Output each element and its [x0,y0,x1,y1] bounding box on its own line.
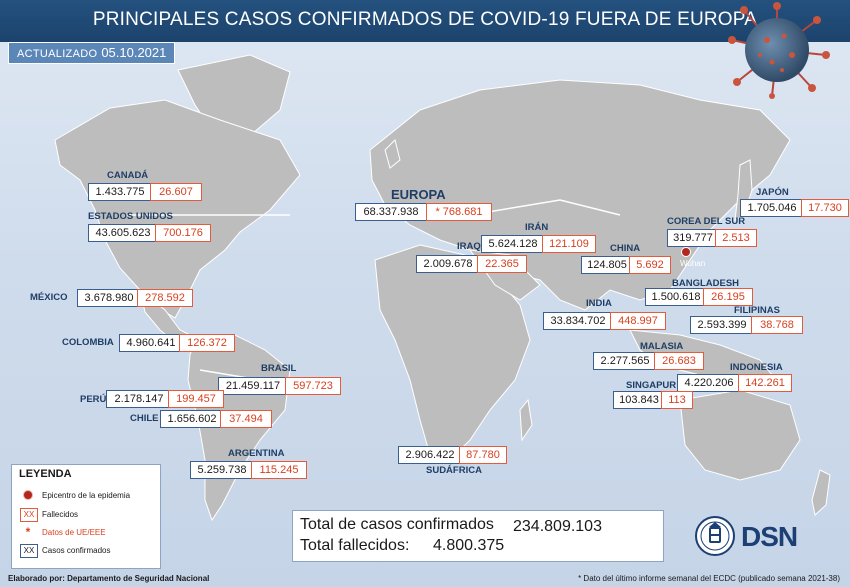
label-singapur: SINGAPUR [626,380,677,391]
deaths-canada: 26.607 [150,183,202,201]
confirmed-canada: 1.433.775 [88,183,152,201]
label-china: CHINA [610,243,641,254]
confirmed-iran: 5.624.128 [481,235,545,253]
confirmed-japon: 1.705.046 [740,199,804,217]
legend-title: LEYENDA [19,468,72,480]
epicenter-icon [20,489,36,501]
confirmed-sudafrica: 2.906.422 [398,446,462,464]
footer-credit: Elaborado por: Departamento de Seguridad… [8,574,210,583]
label-corea: COREA DEL SUR [667,216,746,227]
label-sudafrica: SUDÁFRICA [426,465,482,476]
legend-epicenter-text: Epicentro de la epidemia [42,491,131,500]
confirmed-china: 124.805 [581,256,633,274]
deaths-brasil: 597.723 [285,377,341,395]
deaths-filipinas: 38.768 [751,316,803,334]
total-confirmed-value: 234.809.103 [513,518,602,535]
confirmed-argentina: 5.259.738 [190,461,254,479]
label-europa: EUROPA [391,187,446,202]
confirmed-iraq: 2.009.678 [416,255,480,273]
label-mexico: MÉXICO [30,292,68,303]
deaths-china: 5.692 [629,256,671,274]
legend: LEYENDA Epicentro de la epidemia XX Fall… [11,464,161,569]
deaths-sudafrica: 87.780 [459,446,507,464]
total-deaths-label: Total fallecidos: [300,537,410,554]
deaths-malasia: 26.683 [654,352,704,370]
confirmed-usa: 43.605.623 [88,224,158,242]
label-argentina: ARGENTINA [228,448,285,459]
confirmed-colombia: 4.960.641 [119,334,183,352]
madagascar-shape [519,398,533,442]
deaths-india: 448.997 [610,312,666,330]
label-bangladesh: BANGLADESH [672,278,740,289]
label-malasia: MALASIA [640,341,684,352]
confirmed-europa: 68.337.938 [355,203,427,221]
australia-shape [679,389,801,481]
dsn-logo: DSN [695,515,825,557]
total-confirmed-label: Total de casos confirmados [300,516,494,533]
coat-of-arms-icon [695,516,735,556]
deaths-colombia: 126.372 [179,334,235,352]
new-zealand-shape [811,469,831,516]
label-iran: IRÁN [525,222,549,233]
updated-badge: ACTUALIZADO 05.10.2021 [8,42,176,64]
confirmed-mexico: 3.678.980 [77,289,141,307]
deaths-bangladesh: 26.195 [703,288,753,306]
label-peru: PERÚ [80,394,107,405]
confirmed-india: 33.834.702 [543,312,613,330]
deaths-indonesia: 142.261 [738,374,792,392]
updated-date: 05.10.2021 [101,45,167,60]
updated-label: ACTUALIZADO [17,48,98,60]
label-filipinas: FILIPINAS [734,305,780,316]
label-brasil: BRASIL [261,363,297,374]
legend-confirmed-text: Casos confirmados [42,546,111,555]
label-canada: CANADÁ [107,170,149,181]
legend-eu-text: Datos de UE/EEE [42,528,106,537]
total-deaths-value: 4.800.375 [433,537,505,554]
confirmed-filipinas: 2.593.399 [690,316,754,334]
label-usa: ESTADOS UNIDOS [88,211,173,222]
deaths-peru: 199.457 [168,390,224,408]
footer-note: * Dato del último informe semanal del EC… [578,574,840,583]
wuhan-label: Wuhan [680,259,706,268]
deaths-iran: 121.109 [542,235,596,253]
confirmed-brasil: 21.459.117 [218,377,288,395]
deaths-usa: 700.176 [155,224,211,242]
deaths-europa: * 768.681 [426,203,492,221]
confirmed-bangladesh: 1.500.618 [645,288,707,306]
label-chile: CHILE [130,413,159,424]
confirmed-corea: 319.777 [667,229,719,247]
label-iraq: IRAQ [457,241,481,252]
confirmed-indonesia: 4.220.206 [677,374,741,392]
page-title: PRINCIPALES CASOS CONFIRMADOS DE COVID-1… [92,9,758,30]
deaths-mexico: 278.592 [137,289,193,307]
north-america-shape [54,99,301,319]
deaths-iraq: 22.365 [477,255,527,273]
deaths-japon: 17.730 [801,199,849,217]
title-bar: PRINCIPALES CASOS CONFIRMADOS DE COVID-1… [0,0,850,42]
coronavirus-icon [728,2,830,99]
label-indonesia: INDONESIA [730,362,783,373]
confirmed-singapur: 103.843 [613,391,665,409]
confirmed-symbol: XX [20,544,38,558]
label-colombia: COLOMBIA [62,337,114,348]
uk-shape [384,139,401,169]
confirmed-peru: 2.178.147 [106,390,172,408]
deaths-chile: 37.494 [220,410,272,428]
deaths-symbol: XX [20,508,38,522]
confirmed-malasia: 2.277.565 [593,352,657,370]
legend-deaths-text: Fallecidos [42,510,79,519]
label-japon: JAPÓN [756,187,789,198]
deaths-singapur: 113 [661,391,693,409]
asterisk-icon: * [25,525,31,539]
wuhan-epicenter-marker [681,247,691,257]
deaths-argentina: 115.245 [251,461,307,479]
label-india: INDIA [586,298,612,309]
confirmed-chile: 1.656.602 [160,410,224,428]
deaths-corea: 2.513 [715,229,757,247]
totals-box: Total de casos confirmados 234.809.103 T… [292,510,664,562]
dsn-logo-text: DSN [741,521,798,552]
